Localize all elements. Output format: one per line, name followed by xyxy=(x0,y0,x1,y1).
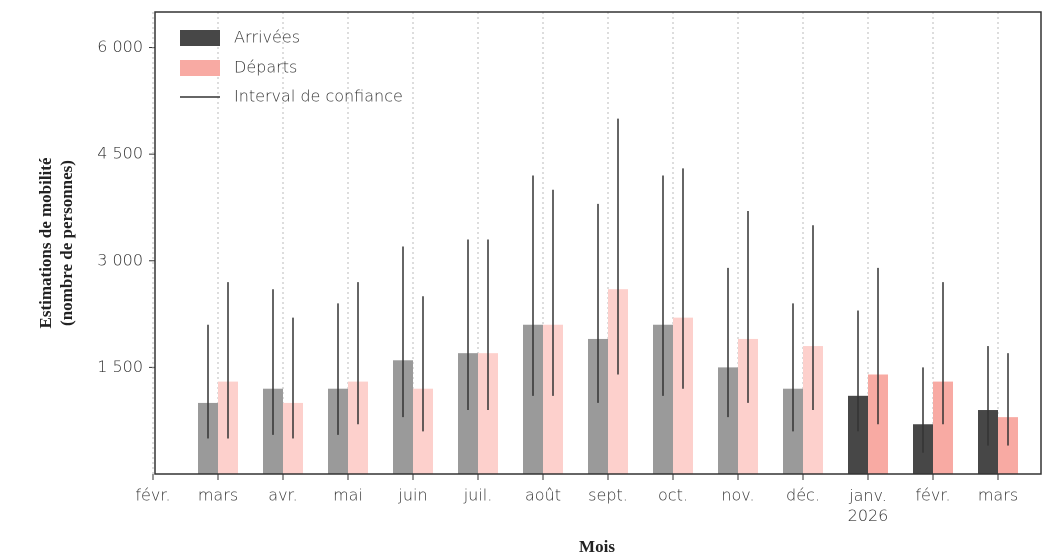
x-tick-label: avr. xyxy=(268,486,297,505)
x-tick-label: déc. xyxy=(786,486,820,505)
bar xyxy=(933,381,953,474)
x-tick-label: mars xyxy=(198,486,238,505)
bar xyxy=(478,353,498,474)
y-tick-label: 4 500 xyxy=(97,144,143,163)
y-tick-label: 6 000 xyxy=(97,37,143,56)
plot-frame xyxy=(154,11,1042,475)
bar xyxy=(738,338,758,474)
x-tick-label: août xyxy=(525,486,561,505)
bar xyxy=(718,367,738,474)
bar xyxy=(588,338,608,474)
x-tick-label: janv. 2026 xyxy=(848,486,889,525)
y-tick-label: 3 000 xyxy=(97,250,143,269)
x-axis-label: Mois xyxy=(579,537,615,556)
legend-label: Interval de confiance xyxy=(234,87,403,106)
x-tick-label: juin xyxy=(397,486,427,505)
bar xyxy=(848,395,868,474)
bar xyxy=(348,381,368,474)
x-tick-label: mai xyxy=(333,486,363,505)
y-tick-label: 1 500 xyxy=(97,357,143,376)
bar xyxy=(543,324,563,474)
bar xyxy=(673,317,693,474)
y-axis-label: Estimations de mobilité xyxy=(36,157,55,328)
bar xyxy=(458,353,478,474)
x-tick-label: mars xyxy=(978,486,1018,505)
x-tick-label: sept. xyxy=(588,486,628,505)
x-tick-label: juil. xyxy=(463,486,493,505)
bar xyxy=(523,324,543,474)
y-axis-label: (nombre de personnes) xyxy=(57,160,76,326)
bar xyxy=(653,324,673,474)
legend-swatch xyxy=(180,30,220,46)
x-tick-label: févr. xyxy=(915,486,950,505)
x-tick-label: oct. xyxy=(658,486,688,505)
legend-label: Départs xyxy=(234,58,297,77)
x-tick-label: févr. xyxy=(135,486,170,505)
x-tick-label: nov. xyxy=(721,486,754,505)
legend-label: Arrivées xyxy=(234,28,300,47)
bar xyxy=(608,289,628,474)
legend-swatch xyxy=(180,60,220,76)
